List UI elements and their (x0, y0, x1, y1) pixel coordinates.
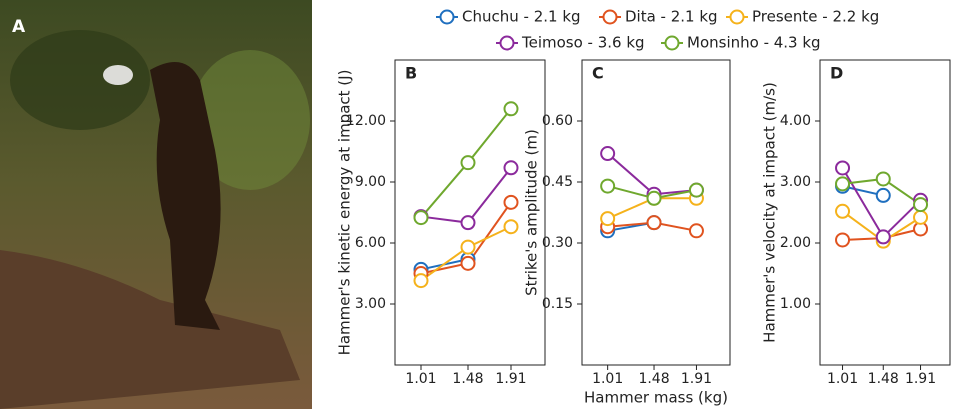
y-tick-label: 0.30 (542, 235, 573, 251)
data-point (646, 190, 662, 206)
legend-marker (729, 9, 745, 25)
data-point (646, 215, 662, 231)
legend-label: Presente - 2.2 kg (752, 8, 879, 26)
plot-frame (581, 59, 731, 366)
legend-marker (439, 9, 455, 25)
data-point (835, 232, 851, 248)
data-point (688, 223, 704, 239)
y-tick-label: 0.15 (542, 296, 573, 312)
legend-marker (664, 35, 680, 51)
data-point (460, 155, 476, 171)
panel-label: D (830, 64, 843, 83)
data-point (460, 239, 476, 255)
data-point (460, 255, 476, 271)
legend-label: Dita - 2.1 kg (625, 8, 718, 26)
y-tick-label: 3.00 (780, 174, 811, 190)
legend-label: Teimoso - 3.6 kg (521, 34, 645, 52)
panel-label: B (405, 64, 417, 83)
y-tick-label: 6.00 (355, 235, 386, 251)
stone (103, 65, 133, 85)
plot-frame (394, 59, 546, 366)
plot-frame (819, 59, 951, 366)
y-tick-label: 0.60 (542, 113, 573, 129)
panel-label: C (592, 64, 604, 83)
y-tick-label: 12.00 (346, 113, 386, 129)
x-tick-label: 1.48 (452, 371, 483, 387)
panel-label: A (12, 17, 26, 37)
y-tick-label: 0.45 (542, 174, 573, 190)
y-axis-label: Hammer's velocity at impact (m/s) (761, 82, 779, 343)
x-tick-label: 1.91 (681, 371, 712, 387)
x-tick-label: 1.48 (868, 371, 899, 387)
legend-label: Chuchu - 2.1 kg (462, 8, 581, 26)
data-point (688, 182, 704, 198)
legend-marker (602, 9, 618, 25)
y-axis-label: Hammer's kinetic energy at impact (J) (336, 70, 354, 356)
data-point (600, 178, 616, 194)
x-tick-label: 1.48 (638, 371, 669, 387)
data-point (913, 209, 929, 225)
data-point (413, 273, 429, 289)
x-tick-label: 1.01 (827, 371, 858, 387)
data-point (835, 203, 851, 219)
foliage (10, 30, 150, 130)
data-point (460, 215, 476, 231)
data-point (600, 211, 616, 227)
monkey (150, 62, 221, 330)
photo: A (0, 0, 312, 409)
data-point (503, 194, 519, 210)
data-point (503, 101, 519, 117)
data-point (835, 160, 851, 176)
data-point (875, 187, 891, 203)
data-point (503, 160, 519, 176)
legend-label: Monsinho - 4.3 kg (687, 34, 821, 52)
data-point (600, 146, 616, 162)
y-tick-label: 1.00 (780, 296, 811, 312)
y-axis-label: Strike's amplitude (m) (523, 129, 541, 296)
log (0, 250, 300, 409)
x-tick-label: 1.01 (405, 371, 436, 387)
x-tick-label: 1.91 (905, 371, 936, 387)
x-tick-label: 1.91 (495, 371, 526, 387)
legend-marker (499, 35, 515, 51)
data-point (835, 176, 851, 192)
y-tick-label: 9.00 (355, 174, 386, 190)
data-point (875, 229, 891, 245)
x-tick-label: 1.01 (592, 371, 623, 387)
data-point (913, 197, 929, 213)
foliage (190, 50, 310, 190)
y-tick-label: 3.00 (355, 296, 386, 312)
x-axis-label: Hammer mass (kg) (584, 389, 728, 407)
data-point (413, 210, 429, 226)
data-point (875, 171, 891, 187)
y-tick-label: 2.00 (780, 235, 811, 251)
series-line (420, 167, 512, 224)
data-point (503, 219, 519, 235)
y-tick-label: 4.00 (780, 113, 811, 129)
